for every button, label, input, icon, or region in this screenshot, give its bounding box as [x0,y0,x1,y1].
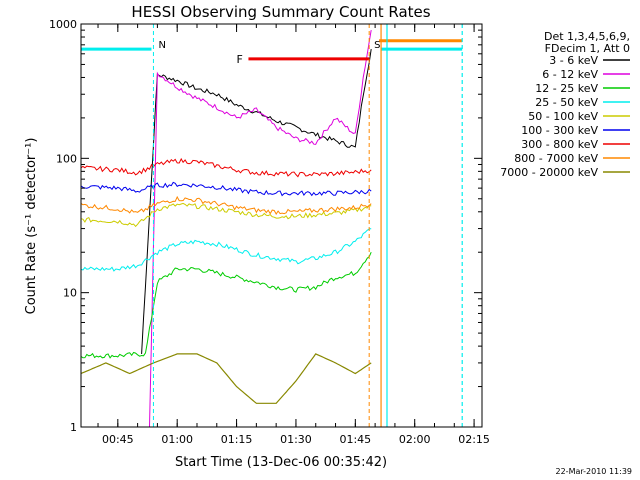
x-tick-label-3: 01:30 [280,433,312,446]
legend-label-0: 3 - 6 keV [549,54,598,67]
series-line-7 [80,195,372,215]
series-line-1 [149,30,372,427]
legend-header-0: Det 1,3,4,5,6,9, [544,30,630,43]
legend-label-5: 100 - 300 keV [521,124,598,137]
series-line-8 [80,353,372,404]
chart-title: HESSI Observing Summary Count Rates [131,3,430,21]
timestamp: 22-Mar-2010 11:39 [555,467,633,476]
legend-label-6: 300 - 800 keV [521,138,598,151]
legend-label-2: 12 - 25 keV [535,82,598,95]
series-line-0 [141,49,372,355]
marker-label-2: S [374,40,380,51]
legend-label-7: 800 - 7000 keV [514,152,598,165]
y-axis-label: Count Rate (s⁻¹ detector⁻¹) [24,138,39,315]
x-tick-label-6: 02:15 [458,433,490,446]
legend-label-8: 7000 - 20000 keV [500,166,598,179]
series-line-2 [80,251,372,359]
plot-frame [80,23,483,428]
x-axis-label: Start Time (13-Dec-06 00:35:42) [175,455,387,470]
legend-header-1: FDecim 1, Att 0 [545,42,630,55]
legend: Det 1,3,4,5,6,9,FDecim 1, Att 03 - 6 keV… [500,30,630,179]
series-line-3 [80,228,372,272]
legend-label-1: 6 - 12 keV [542,68,598,81]
y-tick-label-0: 1 [70,421,77,434]
y-tick-label-1: 10 [63,287,77,300]
series-line-6 [80,157,372,178]
x-tick-label-1: 01:00 [161,433,193,446]
y-tick-label-3: 1000 [49,18,77,31]
x-tick-label-5: 02:00 [399,433,431,446]
plot-area: N F S 1 10 100 1000 00:45 01:00 01:15 01:30 01:45 02… [49,18,490,446]
x-tick-label-4: 01:45 [339,433,371,446]
legend-label-3: 25 - 50 keV [535,96,598,109]
x-tick-label-0: 00:45 [102,433,134,446]
x-tick-label-2: 01:15 [221,433,253,446]
series-line-5 [80,181,372,197]
flare-label: F [236,53,242,66]
y-tick-label-2: 100 [56,152,77,165]
marker-label-0: N [158,40,165,51]
series-line-4 [80,202,372,228]
legend-label-4: 50 - 100 keV [528,110,598,123]
